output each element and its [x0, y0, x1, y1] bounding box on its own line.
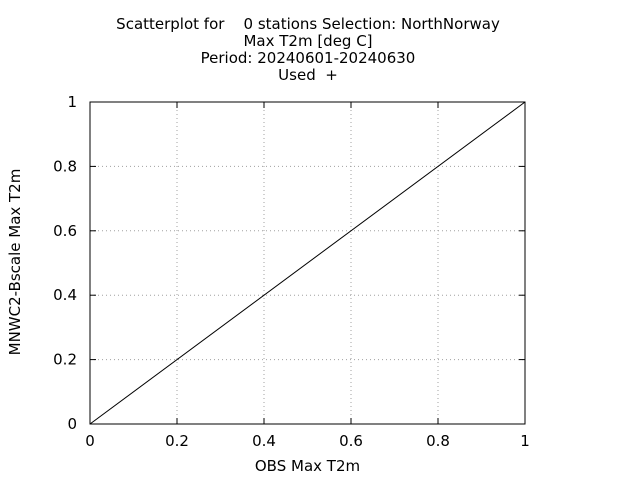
chart-title-line-3: Period: 20240601-20240630	[200, 49, 416, 67]
y-tick-label: 0.6	[53, 222, 77, 240]
y-tick-label: 0.4	[53, 286, 77, 304]
chart-title-line-2: Max T2m [deg C]	[243, 32, 373, 50]
chart-title-line-4: Used +	[278, 66, 338, 84]
x-tick-label: 0.8	[426, 432, 450, 450]
y-tick-label: 0.8	[53, 157, 77, 175]
plot-frame	[89, 101, 526, 425]
y-tick-label: 0.2	[53, 351, 77, 369]
x-tick-label: 0.2	[165, 432, 189, 450]
x-tick-label: 0.6	[339, 432, 363, 450]
y-tick-label: 1	[67, 93, 77, 111]
x-tick-label: 1	[520, 432, 530, 450]
diagonal-reference-line	[89, 101, 526, 425]
x-axis-label: OBS Max T2m	[254, 457, 361, 475]
x-tick-label: 0	[85, 432, 95, 450]
y-axis-label: MNWC2-Bscale Max T2m	[6, 168, 24, 356]
x-tick-label: 0.4	[252, 432, 276, 450]
chart-title-line-1: Scatterplot for 0 stations Selection: No…	[116, 15, 500, 33]
grid-lines	[90, 102, 525, 424]
y-tick-label: 0	[67, 415, 77, 433]
axis-ticks: 00 0.2 0.2 0.4 0.4 0.6 0.6 0.8 0.8 1 1	[53, 93, 530, 450]
